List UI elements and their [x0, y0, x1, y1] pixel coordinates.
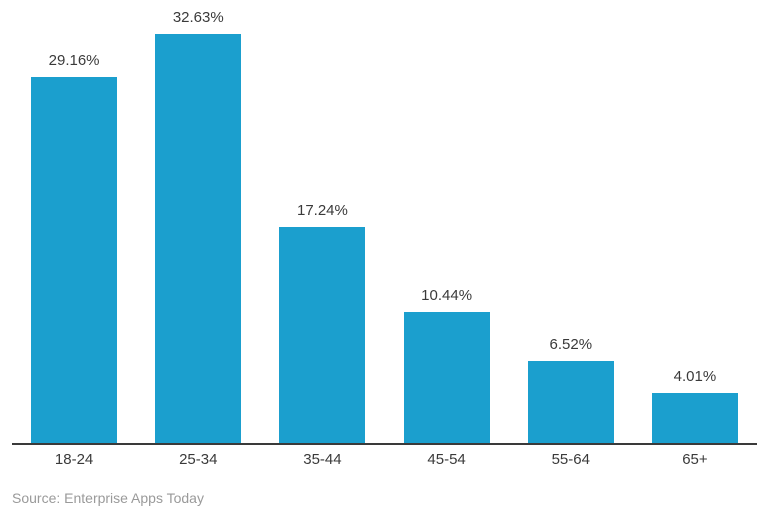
- x-tick-label: 18-24: [54, 451, 94, 468]
- bars-container: 29.16% 32.63% 17.24% 10.44% 6.52% 4.01%: [12, 0, 757, 443]
- x-axis-tick-labels: 18-24 25-34 35-44 45-54 55-64 65+: [12, 451, 757, 469]
- bar-value-label: 29.16%: [48, 52, 100, 69]
- bar: [651, 393, 738, 443]
- bar-column: 10.44%: [385, 0, 509, 443]
- x-tick-label: 65+: [682, 451, 708, 468]
- bar: [155, 34, 242, 443]
- bar-column: 32.63%: [136, 0, 260, 443]
- bar-value-label: 17.24%: [296, 202, 348, 219]
- bar-value-label: 6.52%: [549, 336, 593, 353]
- x-tick-label: 45-54: [427, 451, 466, 468]
- bar-value-label: 10.44%: [421, 287, 473, 304]
- bar: [527, 361, 614, 443]
- bar-column: 6.52%: [509, 0, 633, 443]
- bar-value-label: 32.63%: [172, 9, 224, 26]
- x-axis-line: [12, 443, 757, 445]
- source-label: Source: Enterprise Apps Today: [12, 490, 204, 506]
- x-tick-label: 35-44: [303, 451, 342, 468]
- bar-column: 17.24%: [260, 0, 384, 443]
- x-tick-label: 55-64: [551, 451, 590, 468]
- bar: [31, 77, 118, 443]
- bar: [403, 312, 490, 443]
- bar-column: 4.01%: [633, 0, 757, 443]
- bar-value-label: 4.01%: [673, 368, 717, 385]
- plot-area: 29.16% 32.63% 17.24% 10.44% 6.52% 4.01%: [12, 0, 757, 443]
- bar: [279, 227, 366, 443]
- bar-column: 29.16%: [12, 0, 136, 443]
- x-tick-label: 25-34: [179, 451, 218, 468]
